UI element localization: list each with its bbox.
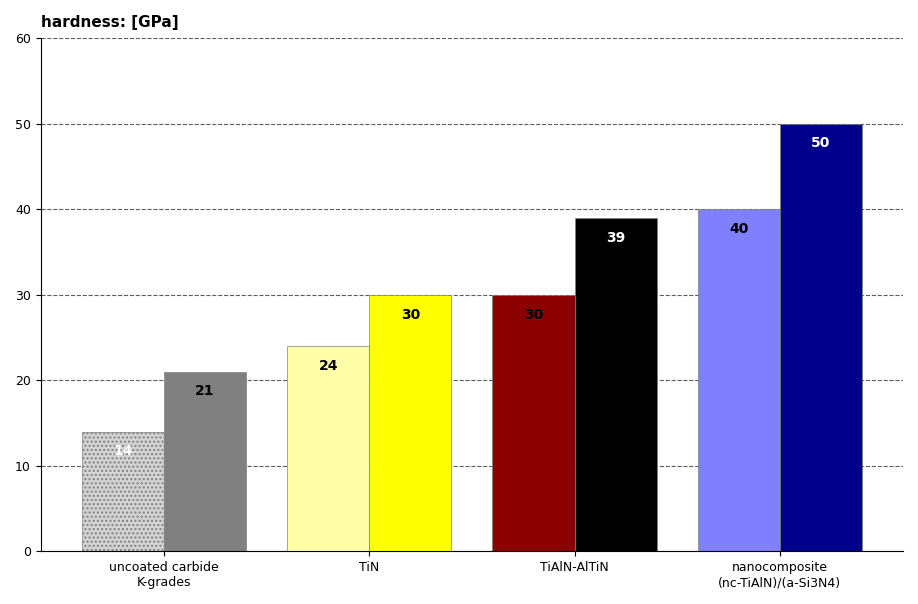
Bar (369, 295, 452, 551)
Text: 30: 30 (400, 307, 420, 321)
Text: 24: 24 (319, 359, 338, 373)
Text: 21: 21 (196, 385, 215, 399)
Bar (164, 371, 246, 551)
Bar (575, 217, 656, 551)
Bar (82, 431, 164, 551)
Bar (779, 124, 862, 551)
Text: 14: 14 (113, 445, 132, 458)
Text: 50: 50 (812, 137, 831, 150)
Text: hardness: [GPa]: hardness: [GPa] (40, 15, 178, 30)
Text: 30: 30 (524, 307, 543, 321)
Bar (287, 346, 369, 551)
Bar (492, 295, 575, 551)
Text: 40: 40 (729, 222, 748, 236)
Text: 39: 39 (606, 231, 625, 245)
Bar (698, 209, 779, 551)
